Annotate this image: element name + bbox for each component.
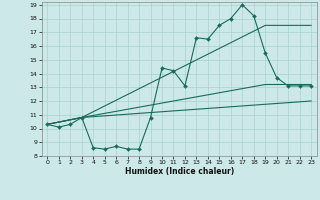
X-axis label: Humidex (Indice chaleur): Humidex (Indice chaleur) [124, 167, 234, 176]
